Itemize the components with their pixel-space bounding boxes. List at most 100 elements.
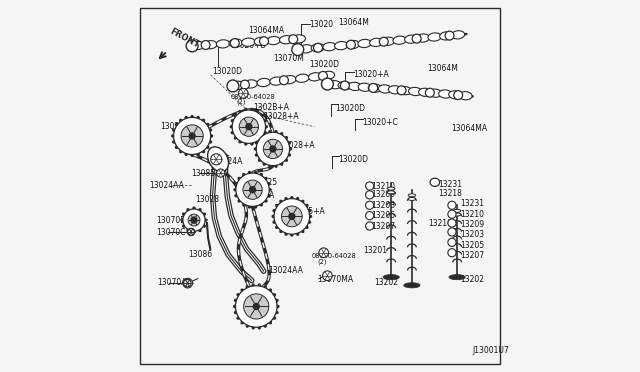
Ellipse shape	[244, 108, 248, 113]
Text: 13020+A: 13020+A	[353, 70, 389, 79]
Ellipse shape	[358, 39, 371, 48]
Ellipse shape	[368, 84, 381, 92]
Text: 13028+A: 13028+A	[279, 141, 315, 150]
Ellipse shape	[273, 220, 278, 224]
Ellipse shape	[184, 151, 188, 156]
Ellipse shape	[290, 232, 294, 237]
Ellipse shape	[408, 194, 415, 197]
Ellipse shape	[248, 171, 252, 176]
Circle shape	[216, 169, 225, 177]
Ellipse shape	[196, 116, 200, 121]
Ellipse shape	[180, 218, 186, 222]
Circle shape	[319, 71, 328, 80]
Circle shape	[369, 83, 378, 92]
Ellipse shape	[279, 161, 284, 166]
Ellipse shape	[234, 135, 238, 140]
Ellipse shape	[257, 283, 261, 289]
Ellipse shape	[239, 110, 243, 115]
Text: 13202: 13202	[374, 278, 397, 287]
Circle shape	[365, 182, 374, 190]
Circle shape	[263, 139, 283, 158]
Circle shape	[289, 35, 298, 44]
Ellipse shape	[234, 182, 239, 186]
Ellipse shape	[259, 202, 263, 206]
Text: 13020D: 13020D	[212, 67, 243, 76]
Circle shape	[186, 40, 198, 52]
Ellipse shape	[246, 323, 250, 328]
Ellipse shape	[255, 139, 259, 144]
Ellipse shape	[244, 141, 248, 146]
Ellipse shape	[268, 288, 272, 293]
Ellipse shape	[234, 193, 239, 198]
Ellipse shape	[304, 204, 308, 208]
Text: (2): (2)	[237, 99, 246, 106]
Ellipse shape	[233, 305, 238, 308]
Ellipse shape	[196, 151, 200, 156]
Text: 13218: 13218	[438, 189, 461, 198]
Ellipse shape	[284, 157, 288, 162]
Ellipse shape	[262, 132, 267, 137]
Circle shape	[448, 219, 456, 227]
Text: 13203: 13203	[460, 230, 484, 240]
Text: 13210: 13210	[429, 219, 452, 228]
Text: (13421): (13421)	[239, 313, 267, 320]
Ellipse shape	[171, 134, 176, 138]
Ellipse shape	[255, 141, 260, 145]
Ellipse shape	[381, 37, 395, 45]
Ellipse shape	[358, 83, 371, 92]
Text: 13209: 13209	[460, 220, 484, 229]
Circle shape	[340, 81, 349, 90]
Text: J13001U7: J13001U7	[472, 346, 509, 355]
Ellipse shape	[304, 225, 308, 229]
Circle shape	[260, 37, 268, 46]
Text: 13020+B: 13020+B	[230, 41, 266, 50]
Ellipse shape	[248, 203, 252, 209]
Ellipse shape	[250, 108, 253, 113]
Text: 13025: 13025	[265, 137, 289, 146]
Text: 13209: 13209	[371, 190, 396, 199]
Ellipse shape	[205, 145, 209, 149]
Ellipse shape	[387, 191, 395, 194]
Circle shape	[346, 40, 355, 49]
Circle shape	[190, 217, 198, 224]
Ellipse shape	[186, 227, 191, 232]
Ellipse shape	[186, 208, 191, 213]
Ellipse shape	[262, 161, 267, 166]
Circle shape	[243, 180, 262, 199]
Ellipse shape	[284, 231, 288, 236]
Ellipse shape	[190, 115, 194, 120]
Ellipse shape	[323, 42, 336, 51]
Text: 13064MA: 13064MA	[248, 26, 285, 35]
Ellipse shape	[290, 196, 294, 201]
Ellipse shape	[388, 86, 402, 94]
Circle shape	[188, 214, 200, 226]
Text: 13020D: 13020D	[310, 60, 340, 69]
Circle shape	[239, 117, 259, 137]
Text: 1302B+A: 1302B+A	[253, 103, 289, 112]
Ellipse shape	[259, 135, 264, 140]
Text: 13207: 13207	[371, 221, 396, 231]
Text: 13020D: 13020D	[335, 104, 365, 113]
Ellipse shape	[205, 123, 209, 127]
Ellipse shape	[201, 212, 206, 217]
Ellipse shape	[201, 224, 206, 228]
Ellipse shape	[263, 177, 268, 181]
Text: 13024AA: 13024AA	[268, 266, 303, 275]
Ellipse shape	[254, 37, 268, 45]
Text: 13070A: 13070A	[157, 278, 186, 287]
Ellipse shape	[267, 188, 272, 192]
Text: SEC.120: SEC.120	[239, 308, 268, 314]
Text: FRONT: FRONT	[168, 27, 200, 49]
Circle shape	[365, 212, 374, 220]
Circle shape	[314, 43, 323, 52]
Ellipse shape	[236, 315, 241, 320]
Circle shape	[280, 76, 289, 85]
Ellipse shape	[271, 215, 276, 218]
Ellipse shape	[308, 73, 322, 81]
Circle shape	[201, 41, 210, 49]
Ellipse shape	[300, 45, 313, 53]
Ellipse shape	[190, 152, 194, 157]
Ellipse shape	[286, 153, 291, 157]
Text: 13085A: 13085A	[191, 169, 221, 177]
Ellipse shape	[275, 305, 280, 308]
